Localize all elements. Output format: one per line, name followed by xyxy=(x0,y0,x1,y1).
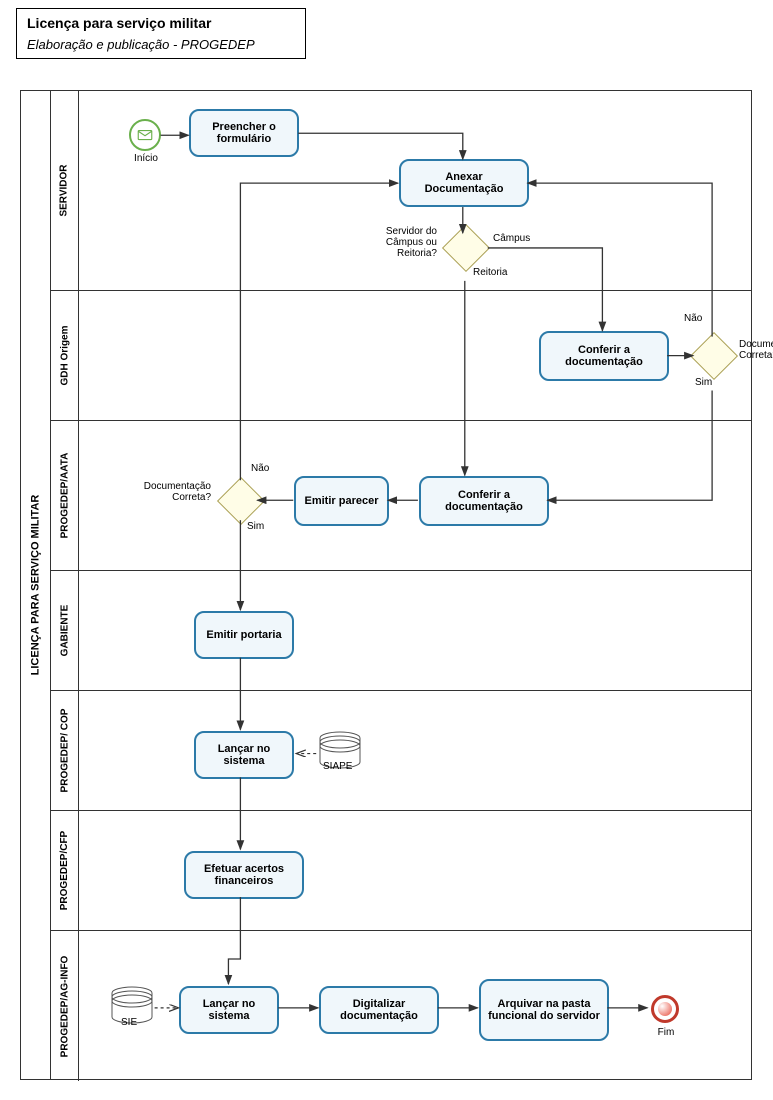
task-emitir-parecer: Emitir parecer xyxy=(294,476,389,526)
lane-gabinete: GABIENTE Emitir portaria xyxy=(51,571,751,691)
lane-cop: PROGEDEP/ COP Lançar no sistema SIAPE xyxy=(51,691,751,811)
lane-label: PROGEDEP/CFP xyxy=(51,811,79,930)
task-anexar: Anexar Documentação xyxy=(399,159,529,207)
task-lancar1: Lançar no sistema xyxy=(194,731,294,779)
lane-label: PROGEDEP/AG-INFO xyxy=(51,931,79,1081)
gateway3-nao: Não xyxy=(251,463,269,474)
end-event xyxy=(651,995,679,1023)
task-efetuar: Efetuar acertos financeiros xyxy=(184,851,304,899)
lane-gdh: GDH Origem Conferir a documentação Não S… xyxy=(51,291,751,421)
task-preencher: Preencher o formulário xyxy=(189,109,299,157)
lane-cfp: PROGEDEP/CFP Efetuar acertos financeiros xyxy=(51,811,751,931)
lane-aginfo: PROGEDEP/AG-INFO SIE Lançar no sistema D… xyxy=(51,931,751,1081)
gateway1-reitoria: Reitoria xyxy=(473,267,507,278)
end-label: Fim xyxy=(651,1027,681,1038)
lane-label: PROGEDEP/AATA xyxy=(51,421,79,570)
pool-label: LICENÇA PARA SERVIÇO MILITAR xyxy=(21,91,51,1079)
gateway1-campus: Câmpus xyxy=(493,233,530,244)
task-digitalizar: Digitalizar documentação xyxy=(319,986,439,1034)
task-conferir1: Conferir a documentação xyxy=(539,331,669,381)
task-conferir2: Conferir a documentação xyxy=(419,476,549,526)
task-lancar2: Lançar no sistema xyxy=(179,986,279,1034)
diagram-header: Licença para serviço militar Elaboração … xyxy=(16,8,306,59)
start-event xyxy=(129,119,161,151)
gateway-doc-correta-2 xyxy=(217,477,265,525)
gateway3-question: Documentação Correta? xyxy=(121,481,211,503)
lane-label: GDH Origem xyxy=(51,291,79,420)
datastore-sie-label: SIE xyxy=(121,1017,137,1028)
gateway2-question: Documentação Correta? xyxy=(669,339,749,361)
pool: LICENÇA PARA SERVIÇO MILITAR SERVIDOR In… xyxy=(20,90,752,1080)
diagram-subtitle: Elaboração e publicação - PROGEDEP xyxy=(27,37,295,52)
gateway2-nao: Não xyxy=(684,313,702,324)
lane-aata: PROGEDEP/AATA Conferir a documentação Em… xyxy=(51,421,751,571)
task-emitir-portaria: Emitir portaria xyxy=(194,611,294,659)
gateway-campus-reitoria xyxy=(442,224,490,272)
lane-label: PROGEDEP/ COP xyxy=(51,691,79,810)
datastore-siape-label: SIAPE xyxy=(323,761,352,772)
lane-servidor: SERVIDOR Início Preencher o formulário A… xyxy=(51,91,751,291)
gateway2-sim: Sim xyxy=(695,377,712,388)
lane-label: SERVIDOR xyxy=(51,91,79,290)
start-label: Início xyxy=(129,153,163,164)
lane-label: GABIENTE xyxy=(51,571,79,690)
gateway3-sim: Sim xyxy=(247,521,264,532)
diagram-title: Licença para serviço militar xyxy=(27,15,295,31)
gateway1-question: Servidor do Câmpus ou Reitoria? xyxy=(357,226,437,259)
task-arquivar: Arquivar na pasta funcional do servidor xyxy=(479,979,609,1041)
